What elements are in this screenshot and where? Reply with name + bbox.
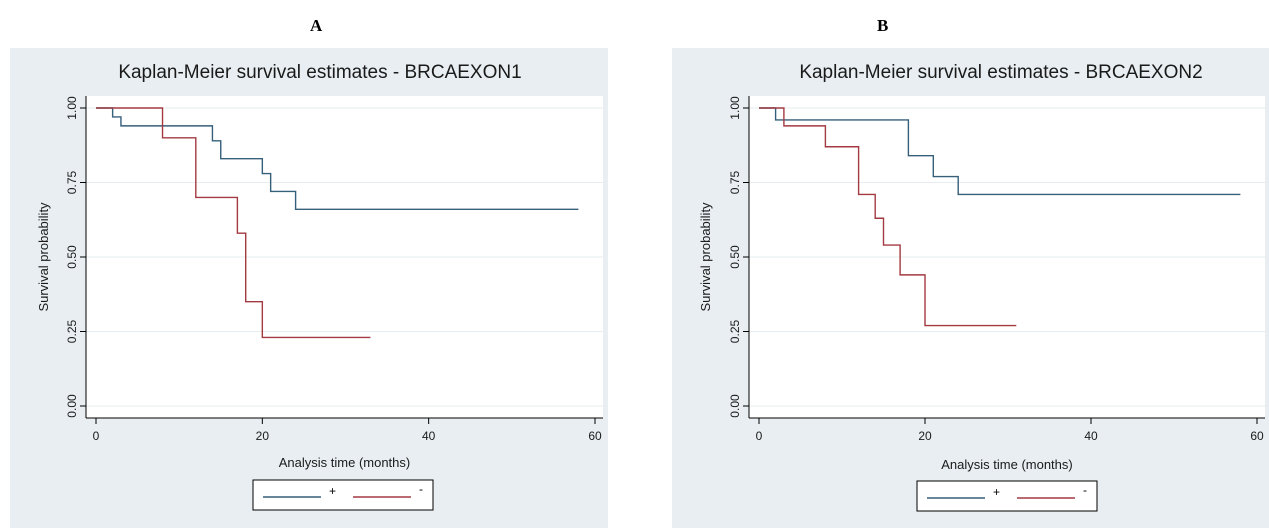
x-tick-label: 0: [93, 429, 100, 443]
x-tick-label: 0: [756, 429, 763, 443]
x-tick-label: 20: [256, 429, 270, 443]
x-tick-label: 60: [588, 429, 602, 443]
panel-letter-a: A: [310, 16, 323, 35]
survival-curve-minus: [96, 107, 371, 339]
y-tick-label: 0.00: [728, 394, 742, 418]
panel-letter-b: B: [877, 16, 889, 35]
x-axis-label: Analysis time (months): [941, 457, 1072, 472]
legend-label-minus: -: [419, 482, 423, 496]
y-tick-label: 0.00: [65, 394, 79, 418]
km-chart-brcaexon1: 0.00 0.25 0.50 0.75 1.00 0 20 40 60 Kaplan-Meier …: [10, 48, 608, 528]
legend-label-minus: -: [1083, 483, 1087, 497]
chart-title: Kaplan-Meier survival estimates - BRCAEX…: [799, 62, 1202, 83]
x-tick-label: 40: [422, 429, 436, 443]
y-tick-label: 0.50: [65, 245, 79, 269]
x-tick-label: 40: [1084, 429, 1098, 443]
y-tick-label: 1.00: [65, 96, 79, 120]
y-tick-label: 0.25: [65, 319, 79, 343]
y-axis-label: Survival probability: [36, 202, 51, 312]
y-tick-label: 0.75: [65, 170, 79, 194]
x-axis-label: Analysis time (months): [279, 455, 410, 470]
legend-box: [252, 479, 434, 511]
km-chart-brcaexon2: 0.00 0.25 0.50 0.75 1.00 0 20 40 60 Kaplan-Meier …: [672, 48, 1269, 528]
y-tick-label: 1.00: [728, 96, 742, 120]
y-tick-label: 0.25: [728, 319, 742, 343]
legend-box: [916, 480, 1098, 512]
survival-curve-plus: [96, 107, 579, 211]
x-tick-label: 20: [918, 429, 932, 443]
y-tick-label: 0.75: [728, 170, 742, 194]
y-tick-label: 0.50: [728, 245, 742, 269]
x-tick-label: 60: [1250, 429, 1264, 443]
y-axis-label: Survival probability: [698, 202, 713, 312]
survival-curve-plus: [759, 107, 1241, 196]
legend-label-plus: +: [993, 485, 1000, 499]
chart-title: Kaplan-Meier survival estimates - BRCAEX…: [118, 62, 521, 83]
legend-label-plus: +: [329, 484, 336, 498]
survival-curve-minus: [759, 107, 1017, 327]
